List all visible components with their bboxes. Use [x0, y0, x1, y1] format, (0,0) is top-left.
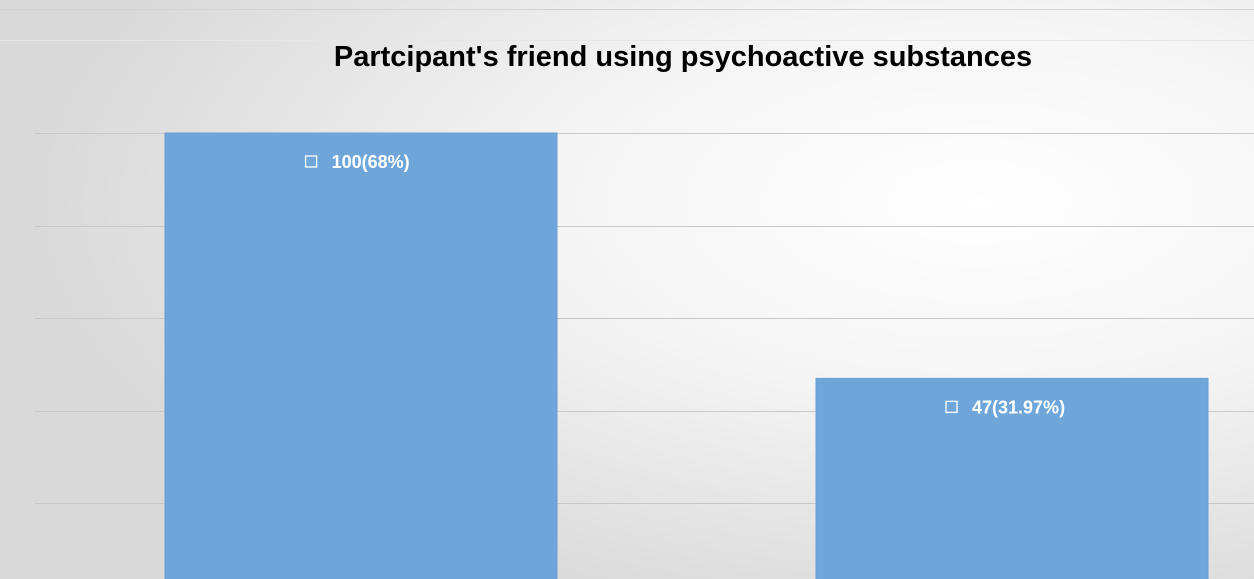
- bars: [164, 132, 1209, 579]
- data-label-2: 47(31.97%): [945, 397, 1065, 417]
- bar-1: [164, 132, 558, 579]
- bar-2: [815, 377, 1209, 579]
- data-label-marker: [945, 400, 958, 414]
- data-labels: 100(68%) 47(31.97%): [304, 152, 1065, 417]
- data-label-text: 47(31.97%): [972, 397, 1065, 417]
- data-label-marker: [304, 155, 318, 168]
- chart-title: Partcipant's friend using psychoactive s…: [334, 41, 1032, 73]
- data-label-1: 100(68%): [304, 152, 410, 172]
- data-label-text: 100(68%): [332, 152, 410, 172]
